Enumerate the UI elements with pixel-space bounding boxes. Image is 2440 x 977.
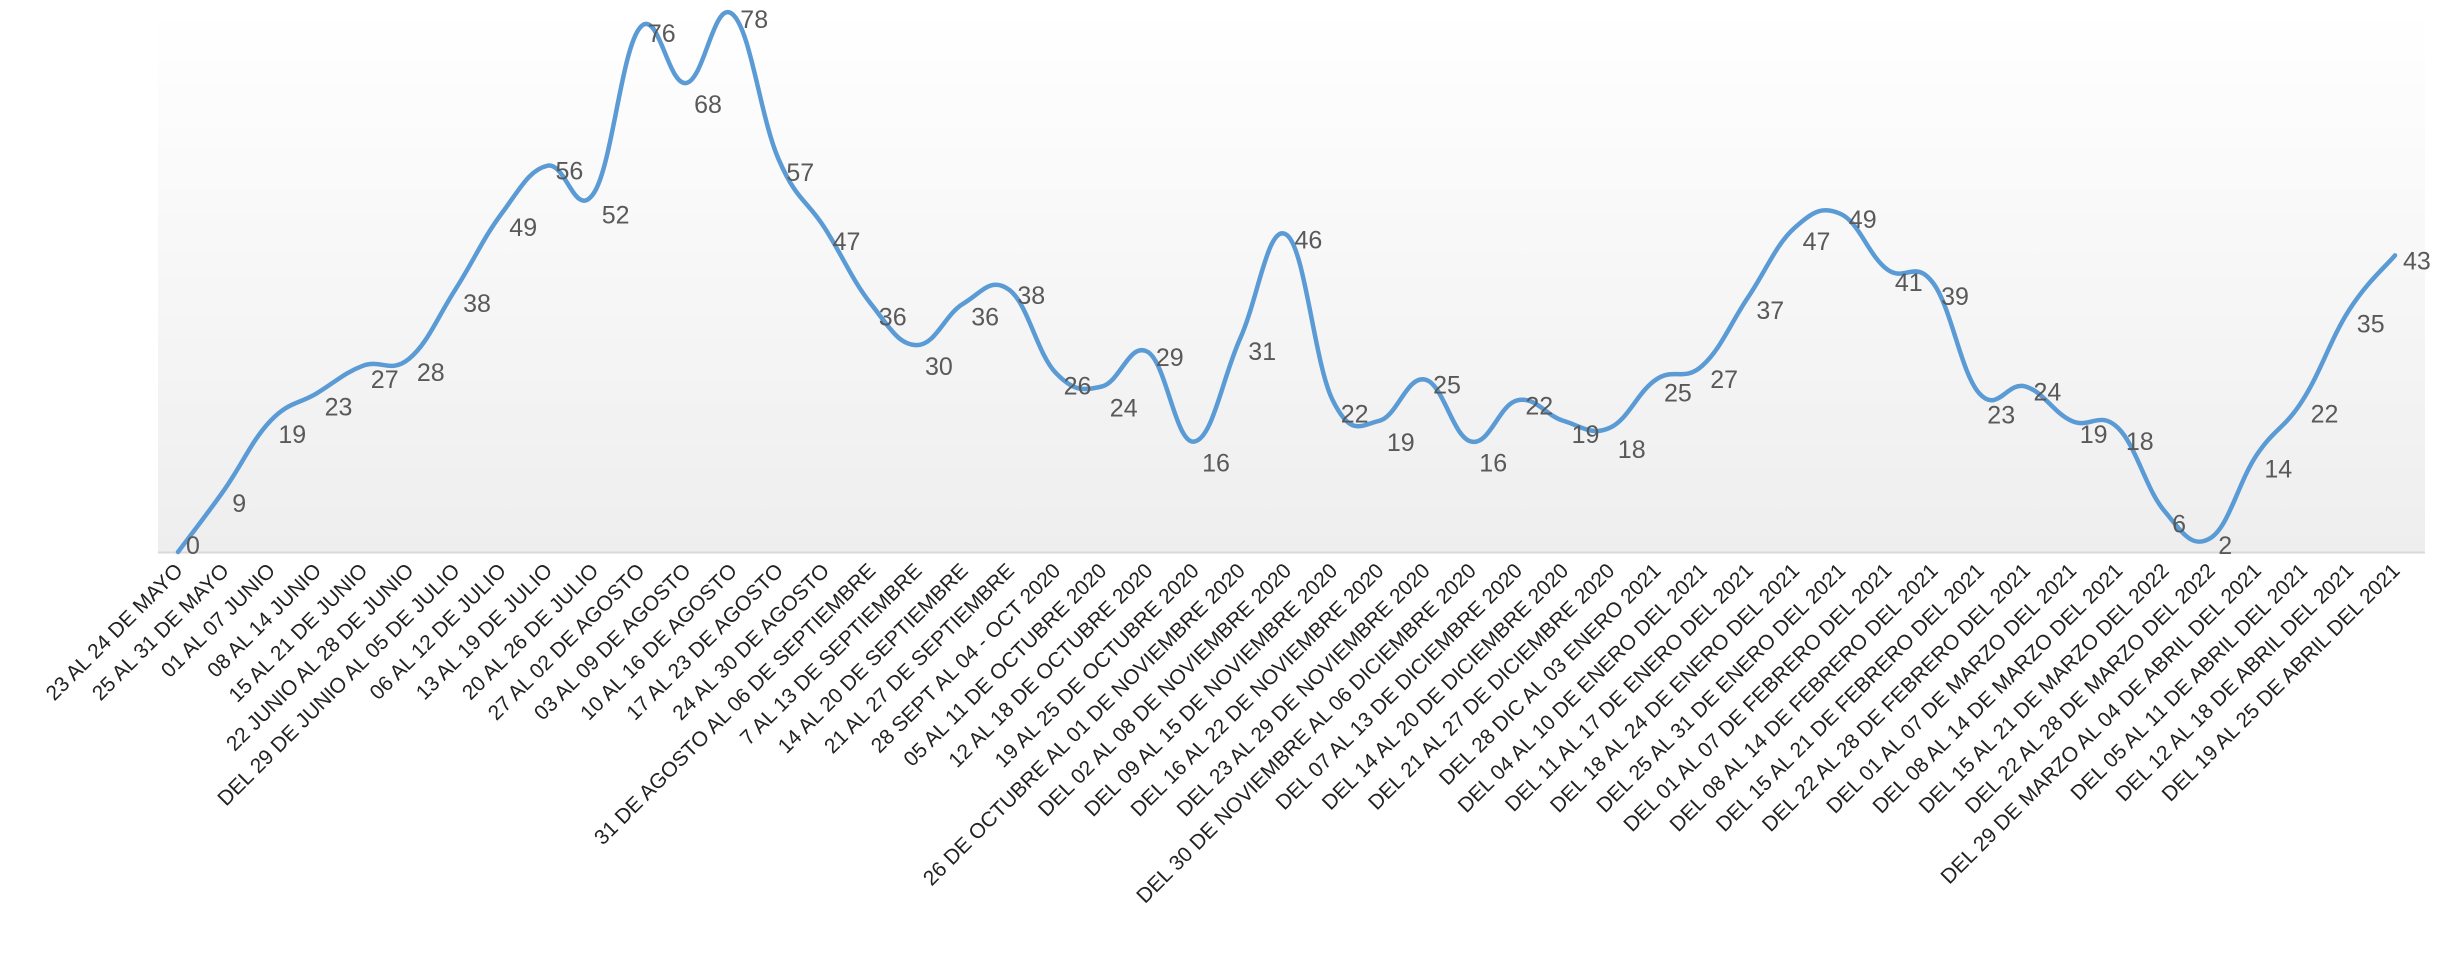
data-label: 19 (278, 421, 306, 449)
data-label: 16 (1479, 450, 1507, 478)
data-label: 35 (2357, 311, 2385, 339)
data-label: 31 (1248, 338, 1276, 366)
data-label: 14 (2264, 455, 2292, 483)
data-label: 22 (1341, 400, 1369, 428)
data-label: 76 (648, 20, 676, 48)
data-label: 37 (1756, 297, 1784, 325)
data-label: 27 (1710, 366, 1738, 394)
data-label: 52 (602, 201, 630, 229)
series-line (175, 9, 2398, 555)
data-label: 47 (1803, 228, 1831, 256)
data-label: 46 (1295, 227, 1323, 255)
data-label: 6 (2172, 511, 2186, 539)
data-label: 43 (2403, 247, 2431, 275)
data-label: 18 (1618, 436, 1646, 464)
data-label: 2 (2218, 532, 2232, 560)
data-label: 19 (1387, 429, 1415, 457)
data-label: 78 (740, 6, 768, 34)
data-label: 24 (2034, 379, 2062, 407)
data-label: 56 (556, 158, 584, 186)
data-label: 19 (1572, 421, 1600, 449)
plot-area (158, 10, 2425, 552)
data-label: 16 (1202, 450, 1230, 478)
data-label: 22 (2311, 400, 2339, 428)
data-label: 30 (925, 353, 953, 381)
data-label: 22 (1525, 392, 1553, 420)
data-label: 36 (879, 304, 907, 332)
data-label: 49 (509, 214, 537, 242)
data-label: 36 (971, 304, 999, 332)
data-label: 23 (325, 393, 353, 421)
data-label: 24 (1110, 395, 1138, 423)
data-label: 47 (833, 228, 861, 256)
data-label: 29 (1156, 344, 1184, 372)
data-label: 26 (1064, 373, 1092, 401)
data-label: 18 (2126, 428, 2154, 456)
data-label: 25 (1664, 380, 1692, 408)
data-label: 57 (786, 159, 814, 187)
data-label: 19 (2080, 421, 2108, 449)
data-label: 38 (463, 290, 491, 318)
data-label: 25 (1433, 372, 1461, 400)
data-label: 27 (371, 366, 399, 394)
data-label: 38 (1017, 282, 1045, 310)
data-label: 9 (232, 490, 246, 518)
data-label: 39 (1941, 283, 1969, 311)
data-label: 0 (186, 532, 200, 560)
data-label: 28 (417, 359, 445, 387)
data-label: 41 (1895, 269, 1923, 297)
data-label: 49 (1849, 206, 1877, 234)
data-label: 23 (1987, 401, 2015, 429)
data-label: 68 (694, 91, 722, 119)
